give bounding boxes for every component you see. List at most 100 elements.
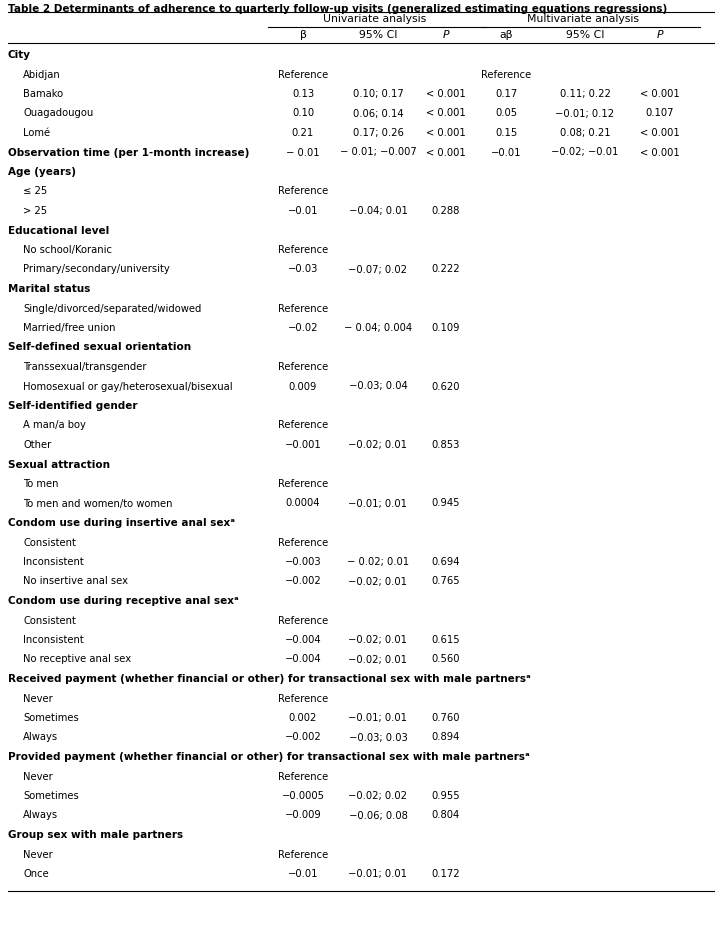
Text: − 0.02; 0.01: − 0.02; 0.01 (347, 557, 409, 567)
Text: 0.760: 0.760 (432, 713, 460, 723)
Text: Self-identified gender: Self-identified gender (8, 401, 138, 411)
Text: ≤ 25: ≤ 25 (23, 186, 48, 197)
Text: −0.01: −0.01 (491, 147, 521, 158)
Text: −0.002: −0.002 (284, 577, 321, 586)
Text: −0.002: −0.002 (284, 733, 321, 743)
Text: P: P (657, 30, 663, 40)
Text: A man/a boy: A man/a boy (23, 420, 86, 431)
Text: 95% CI: 95% CI (566, 30, 604, 40)
Text: No insertive anal sex: No insertive anal sex (23, 577, 128, 586)
Text: − 0.01: − 0.01 (286, 147, 320, 158)
Text: Lomé: Lomé (23, 128, 50, 138)
Text: < 0.001: < 0.001 (426, 89, 466, 99)
Text: 0.560: 0.560 (432, 654, 460, 665)
Text: Table 2 Determinants of adherence to quarterly follow-up visits (generalized est: Table 2 Determinants of adherence to qua… (8, 4, 667, 14)
Text: Single/divorced/separated/widowed: Single/divorced/separated/widowed (23, 304, 202, 313)
Text: 0.222: 0.222 (432, 265, 460, 275)
Text: −0.01: −0.01 (288, 206, 318, 216)
Text: 0.11; 0.22: 0.11; 0.22 (559, 89, 611, 99)
Text: −0.04; 0.01: −0.04; 0.01 (348, 206, 408, 216)
Text: Consistent: Consistent (23, 615, 76, 625)
Text: 0.172: 0.172 (432, 869, 460, 879)
Text: Marital status: Marital status (8, 284, 91, 294)
Text: Bamako: Bamako (23, 89, 63, 99)
Text: 0.109: 0.109 (432, 323, 460, 333)
Text: 0.17: 0.17 (495, 89, 517, 99)
Text: −0.06; 0.08: −0.06; 0.08 (348, 811, 408, 820)
Text: Reference: Reference (278, 538, 328, 547)
Text: −0.02; 0.01: −0.02; 0.01 (348, 577, 408, 586)
Text: Always: Always (23, 733, 58, 743)
Text: Reference: Reference (278, 420, 328, 431)
Text: 0.853: 0.853 (432, 440, 460, 450)
Text: Reference: Reference (278, 362, 328, 372)
Text: < 0.001: < 0.001 (426, 147, 466, 158)
Text: 0.894: 0.894 (432, 733, 460, 743)
Text: 0.002: 0.002 (289, 713, 318, 723)
Text: Observation time (per 1-month increase): Observation time (per 1-month increase) (8, 147, 249, 158)
Text: < 0.001: < 0.001 (640, 147, 680, 158)
Text: 0.08; 0.21: 0.08; 0.21 (559, 128, 611, 138)
Text: −0.03; 0.03: −0.03; 0.03 (348, 733, 408, 743)
Text: −0.02; 0.01: −0.02; 0.01 (348, 440, 408, 450)
Text: Reference: Reference (278, 245, 328, 255)
Text: Always: Always (23, 811, 58, 820)
Text: Univariate analysis: Univariate analysis (323, 14, 426, 24)
Text: Received payment (whether financial or other) for transactional sex with male pa: Received payment (whether financial or o… (8, 674, 531, 684)
Text: −0.03: −0.03 (288, 265, 318, 275)
Text: Reference: Reference (278, 186, 328, 197)
Text: Sometimes: Sometimes (23, 791, 78, 801)
Text: Condom use during receptive anal sexᵃ: Condom use during receptive anal sexᵃ (8, 596, 239, 606)
Text: Once: Once (23, 869, 49, 879)
Text: 95% CI: 95% CI (359, 30, 397, 40)
Text: Inconsistent: Inconsistent (23, 635, 84, 645)
Text: −0.02; 0.02: −0.02; 0.02 (348, 791, 408, 801)
Text: 0.13: 0.13 (292, 89, 314, 99)
Text: β: β (300, 30, 307, 40)
Text: Reference: Reference (278, 693, 328, 704)
Text: Primary/secondary/university: Primary/secondary/university (23, 265, 170, 275)
Text: 0.107: 0.107 (646, 108, 674, 118)
Text: −0.001: −0.001 (284, 440, 321, 450)
Text: 0.10: 0.10 (292, 108, 314, 118)
Text: Sometimes: Sometimes (23, 713, 78, 723)
Text: −0.01: −0.01 (288, 869, 318, 879)
Text: −0.003: −0.003 (284, 557, 321, 567)
Text: −0.02; 0.01: −0.02; 0.01 (348, 654, 408, 665)
Text: Reference: Reference (278, 70, 328, 79)
Text: 0.288: 0.288 (432, 206, 460, 216)
Text: Consistent: Consistent (23, 538, 76, 547)
Text: Reference: Reference (278, 304, 328, 313)
Text: −0.01; 0.01: −0.01; 0.01 (348, 499, 408, 509)
Text: 0.17; 0.26: 0.17; 0.26 (353, 128, 403, 138)
Text: 0.06; 0.14: 0.06; 0.14 (353, 108, 403, 118)
Text: 0.955: 0.955 (432, 791, 460, 801)
Text: Provided payment (whether financial or other) for transactional sex with male pa: Provided payment (whether financial or o… (8, 752, 530, 762)
Text: Transsexual/transgender: Transsexual/transgender (23, 362, 146, 372)
Text: Sexual attraction: Sexual attraction (8, 459, 110, 470)
Text: Ouagadougou: Ouagadougou (23, 108, 94, 118)
Text: 0.0004: 0.0004 (286, 499, 320, 509)
Text: Married/free union: Married/free union (23, 323, 115, 333)
Text: 0.620: 0.620 (432, 381, 460, 391)
Text: 0.15: 0.15 (495, 128, 517, 138)
Text: 0.05: 0.05 (495, 108, 517, 118)
Text: Reference: Reference (278, 479, 328, 489)
Text: 0.945: 0.945 (432, 499, 460, 509)
Text: − 0.01; −0.007: − 0.01; −0.007 (340, 147, 416, 158)
Text: Age (years): Age (years) (8, 167, 76, 177)
Text: Reference: Reference (481, 70, 531, 79)
Text: −0.004: −0.004 (284, 654, 321, 665)
Text: −0.009: −0.009 (284, 811, 321, 820)
Text: No receptive anal sex: No receptive anal sex (23, 654, 131, 665)
Text: −0.01; 0.12: −0.01; 0.12 (555, 108, 615, 118)
Text: < 0.001: < 0.001 (426, 108, 466, 118)
Text: To men: To men (23, 479, 58, 489)
Text: Condom use during insertive anal sexᵃ: Condom use during insertive anal sexᵃ (8, 518, 235, 528)
Text: Abidjan: Abidjan (23, 70, 60, 79)
Text: 0.21: 0.21 (292, 128, 314, 138)
Text: Multivariate analysis: Multivariate analysis (527, 14, 639, 24)
Text: 0.765: 0.765 (432, 577, 460, 586)
Text: Never: Never (23, 772, 53, 782)
Text: −0.004: −0.004 (284, 635, 321, 645)
